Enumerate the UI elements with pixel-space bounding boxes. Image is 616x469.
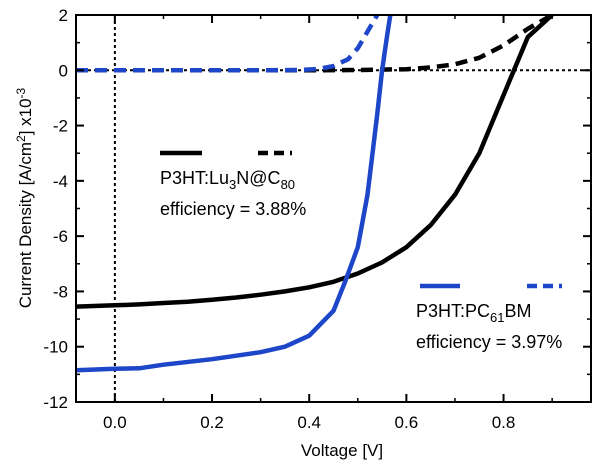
series-layer	[76, 15, 554, 373]
ticks-layer	[76, 14, 591, 403]
y-tick-label: -6	[53, 227, 68, 246]
y-tick-label: 2	[59, 6, 68, 25]
x-tick-label: 0.0	[103, 413, 127, 432]
legend-entry-lu3n: P3HT:Lu3N@C80 efficiency = 3.88%	[160, 150, 306, 219]
series-line-lu3n-light	[76, 15, 554, 309]
x-tick-label: 0.8	[492, 413, 516, 432]
series-line-pc61bm-light	[76, 15, 393, 373]
y-tick-label: -2	[53, 117, 68, 136]
x-tick-label: 0.6	[395, 413, 419, 432]
x-tick-label: 0.2	[200, 413, 224, 432]
tick-labels: 0.0 0.2 0.4 0.6 0.8 2 0 -2 -4 -6 -8 -10 -12	[43, 6, 515, 432]
y-tick-label: -8	[53, 282, 68, 301]
series-line-pc61bm-dark	[76, 15, 380, 73]
legend-entry-pc61bm: P3HT:PC61BM efficiency = 3.97%	[416, 283, 562, 352]
legend-efficiency-pc61bm: efficiency = 3.97%	[416, 332, 562, 352]
x-tick-label: 0.4	[297, 413, 321, 432]
x-axis-title: Voltage [V]	[301, 441, 383, 460]
y-tick-label: -10	[43, 338, 68, 357]
legend-label-lu3n: P3HT:Lu3N@C80	[160, 168, 295, 192]
y-tick-label: -12	[43, 393, 68, 412]
legend-label-pc61bm: P3HT:PC61BM	[416, 301, 532, 325]
y-tick-label: 0	[59, 61, 68, 80]
y-tick-label: -4	[53, 172, 68, 191]
legend-efficiency-lu3n: efficiency = 3.88%	[160, 199, 306, 219]
y-axis-title: Current Density [A/cm2] x10-3	[14, 87, 35, 308]
